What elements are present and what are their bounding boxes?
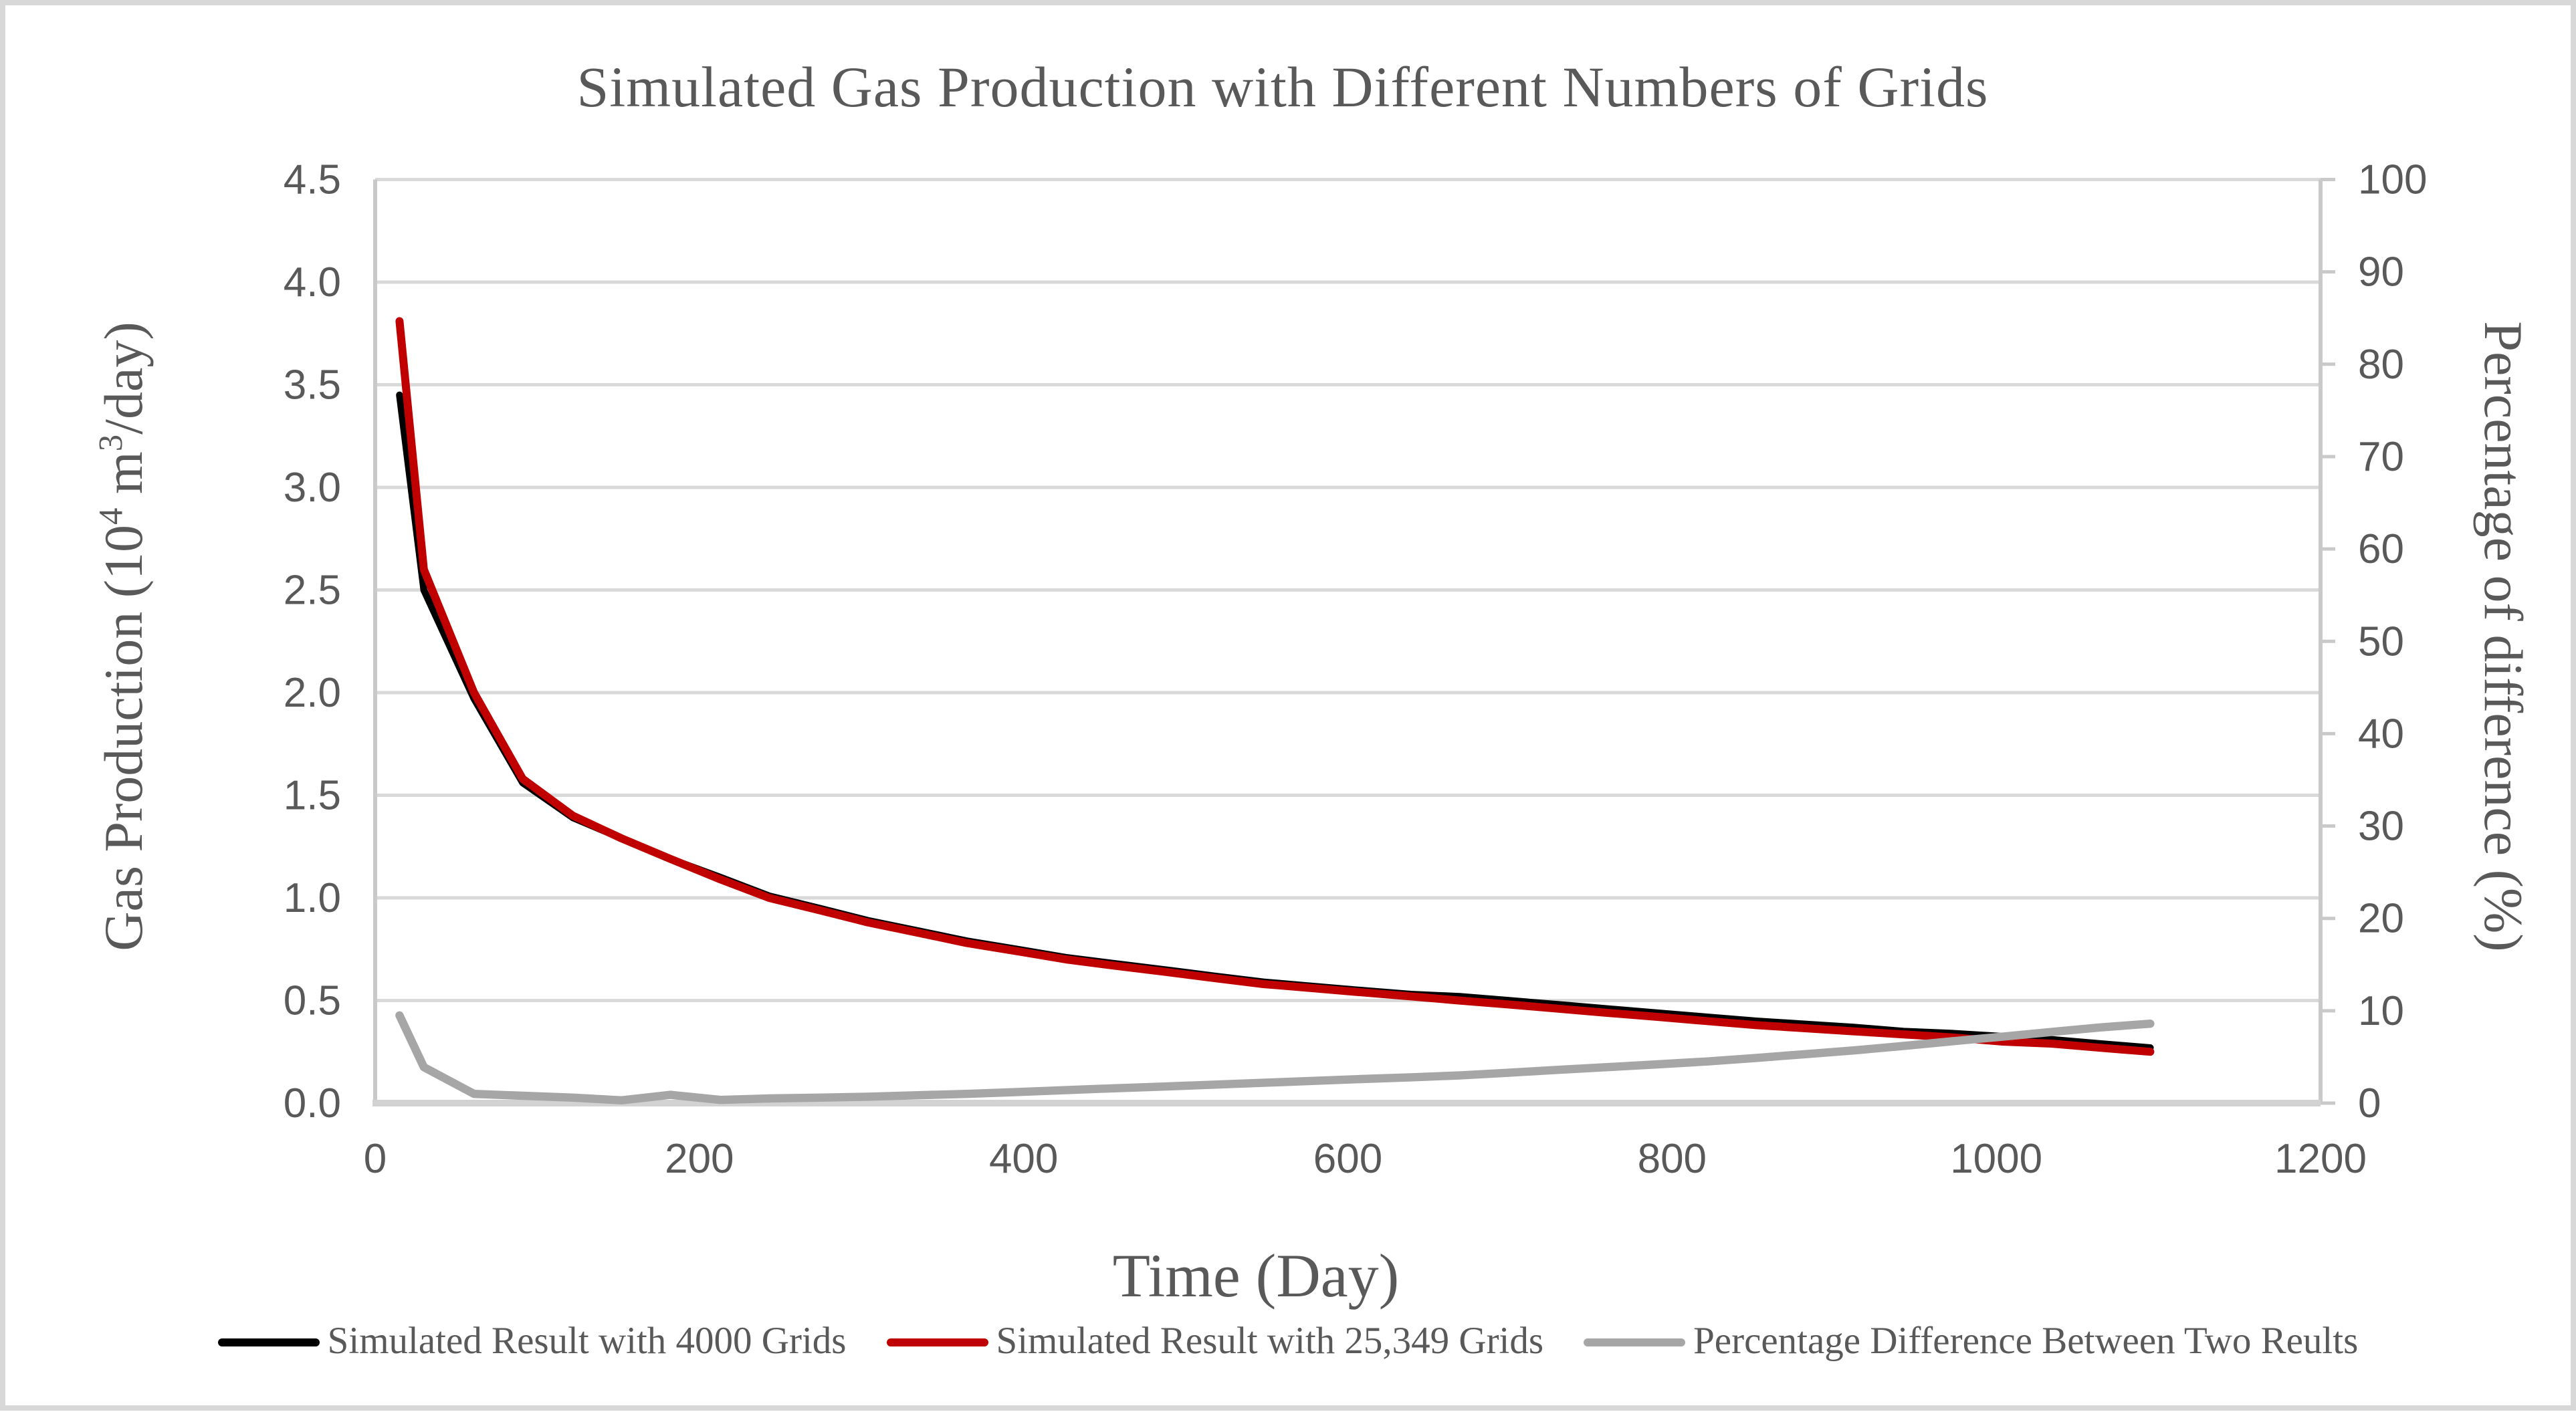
right-axis-tick-label: 40	[2358, 711, 2404, 757]
chart-legend: Simulated Result with 4000 Grids Simulate…	[5, 1313, 2571, 1372]
series-line-simulated-result-with-4000-grids	[396, 391, 2154, 1052]
right-axis-tick-label: 80	[2358, 342, 2404, 388]
x-axis-tick-label: 800	[1638, 1136, 1707, 1182]
legend-label: Simulated Result with 4000 Grids	[327, 1321, 847, 1363]
right-axis-tick-label: 20	[2358, 896, 2404, 942]
left-axis-tick-label: 4.5	[284, 157, 341, 203]
legend-marker	[886, 1338, 988, 1346]
x-axis-title: Time (Day)	[1112, 1242, 1400, 1310]
left-axis-tick-label: 4.0	[284, 259, 341, 306]
right-axis-tick-label: 90	[2358, 249, 2404, 296]
legend-item: Percentage Difference Between Two Reults	[1584, 1321, 2358, 1364]
legend-label: Simulated Result with 25,349 Grids	[996, 1321, 1544, 1363]
right-axis-tick-label: 50	[2358, 618, 2404, 665]
x-axis-tick-label: 600	[1313, 1136, 1382, 1182]
x-axis-tick-label: 200	[665, 1136, 734, 1182]
legend-marker	[217, 1338, 320, 1346]
chart-title: Simulated Gas Production with Different …	[576, 57, 1989, 120]
right-axis-tick-label: 10	[2358, 988, 2404, 1034]
x-axis-tick-label: 1000	[1950, 1136, 2042, 1182]
x-axis-tick-label: 0	[364, 1136, 387, 1182]
left-axis-tick-label: 3.5	[284, 362, 341, 408]
left-axis-tick-label: 0.5	[284, 978, 341, 1024]
series-line-percentage-difference-between-two-reults	[395, 1011, 2155, 1105]
legend-marker	[1584, 1338, 1686, 1346]
right-axis-tick-label: 70	[2358, 434, 2404, 480]
left-axis-tick-label: 3.0	[284, 465, 341, 511]
right-axis-tick-label: 60	[2358, 526, 2404, 572]
x-axis-tick-label: 400	[989, 1136, 1058, 1182]
left-axis-tick-label: 2.5	[284, 568, 341, 614]
right-axis-tick-label: 0	[2358, 1080, 2381, 1127]
legend-item: Simulated Result with 4000 Grids	[217, 1321, 847, 1364]
x-axis-tick-label: 1200	[2274, 1136, 2367, 1182]
left-axis-tick-label: 2.0	[284, 670, 341, 716]
left-axis-tick-label: 1.0	[284, 875, 341, 921]
right-axis-tick-label: 100	[2358, 157, 2427, 203]
legend-item: Simulated Result with 25,349 Grids	[886, 1321, 1544, 1364]
right-axis-tick-label: 30	[2358, 804, 2404, 850]
plot-area: 0.0 0.5 1.0 1.5 2.0 2.5 3.0 3.5 4.0 4.5 0 10 20 30 40 5…	[284, 157, 2428, 1183]
series-line-simulated-result-with-25-349-grids	[395, 317, 2155, 1056]
left-axis-tick-label: 1.5	[284, 773, 341, 819]
left-axis-tick-label: 0.0	[284, 1080, 341, 1127]
legend-label: Percentage Difference Between Two Reults	[1693, 1321, 2359, 1363]
